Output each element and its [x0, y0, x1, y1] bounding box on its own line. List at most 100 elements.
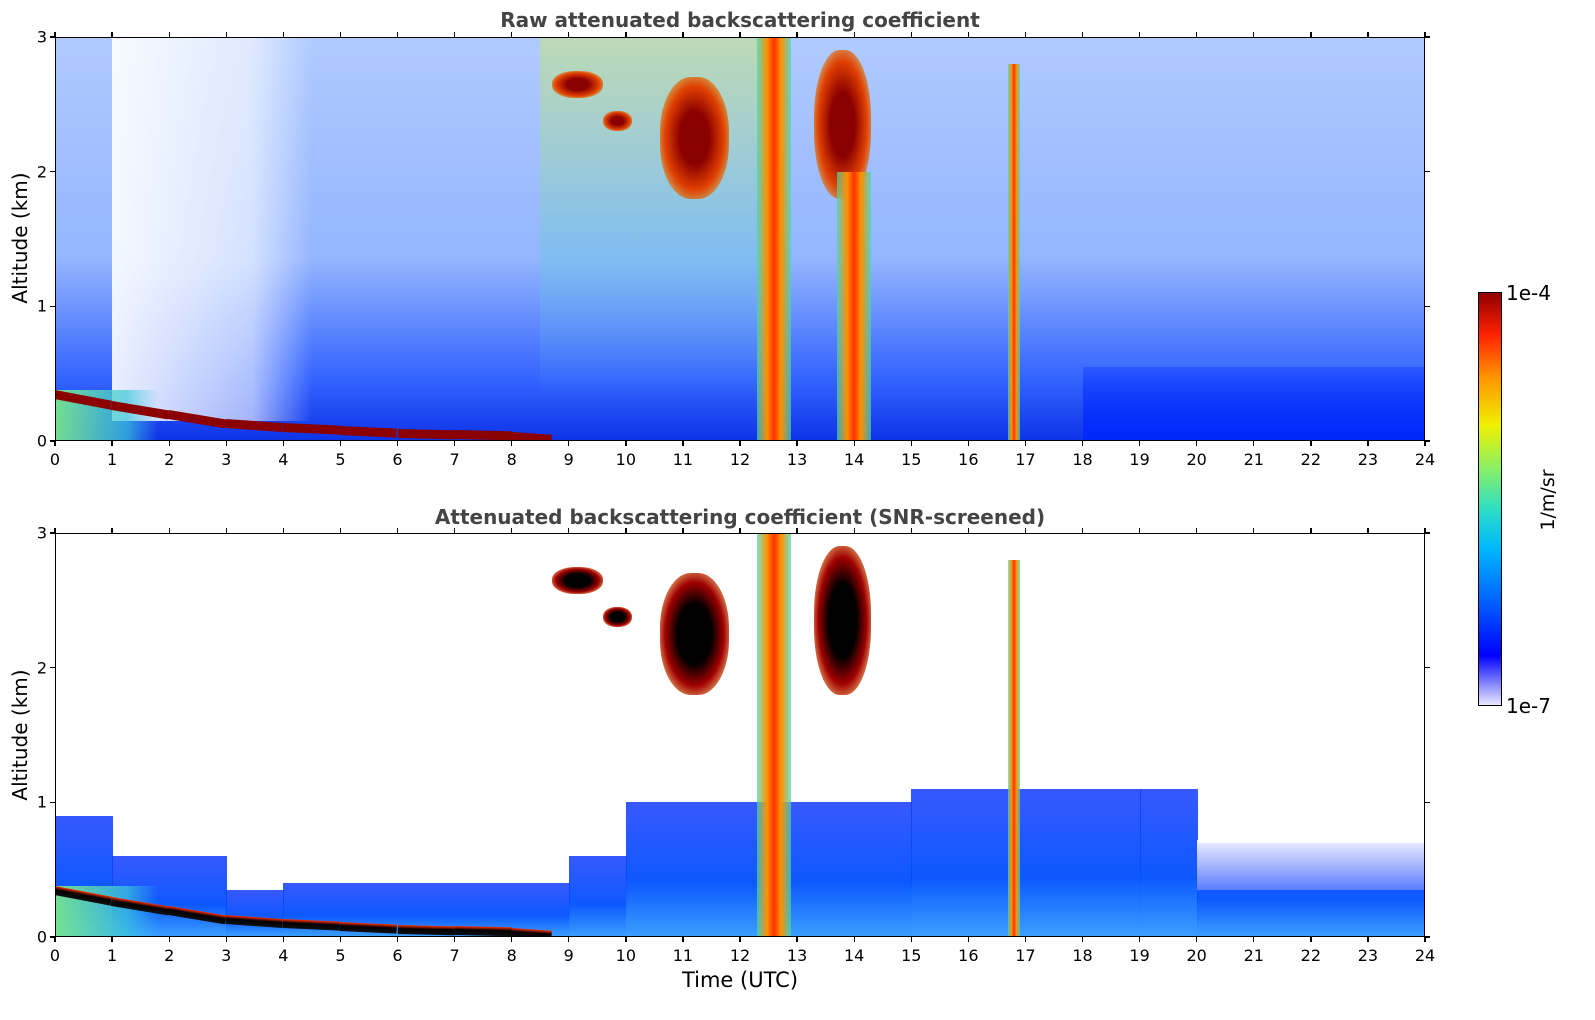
x-tick-label: 6	[392, 946, 403, 965]
x-tick	[168, 937, 170, 942]
x-tick-top	[739, 32, 741, 37]
y-tick-right	[1425, 440, 1430, 442]
x-tick-top	[1310, 32, 1312, 37]
x-tick	[1253, 937, 1255, 942]
x-tick-top	[796, 528, 798, 533]
x-tick	[396, 441, 399, 446]
x-tick	[682, 441, 684, 446]
x-tick	[1138, 441, 1141, 446]
x-tick	[339, 937, 342, 942]
x-tick	[1310, 937, 1312, 942]
x-tick	[1081, 937, 1084, 942]
x-tick-label: 0	[49, 450, 61, 469]
x-tick-label: 13	[786, 946, 808, 965]
precipitation-column	[1008, 63, 1020, 441]
colorbar-max-label: 1e-4	[1506, 281, 1551, 305]
x-tick	[54, 441, 56, 446]
x-tick	[511, 441, 513, 446]
x-tick-label: 6	[392, 450, 403, 469]
x-tick-label: 22	[1300, 450, 1322, 469]
x-tick-label: 20	[1186, 946, 1207, 965]
x-tick	[1253, 441, 1255, 446]
x-tick-label: 19	[1129, 450, 1150, 469]
y-tick-label: 2	[36, 658, 47, 678]
x-tick-label: 1	[106, 450, 118, 469]
panel-1-plot-area	[55, 37, 1425, 441]
x-tick-top	[1024, 528, 1027, 533]
x-tick	[682, 937, 684, 942]
boundary-layer-segment	[397, 428, 455, 440]
x-tick-label: 14	[843, 450, 865, 469]
x-tick	[111, 937, 113, 942]
y-tick-right	[1425, 305, 1430, 308]
x-tick-top	[853, 32, 855, 37]
x-tick-label: 23	[1357, 946, 1379, 965]
x-tick-top	[1138, 32, 1141, 37]
y-tick	[50, 801, 55, 804]
x-tick-top	[453, 528, 456, 533]
x-tick	[1367, 441, 1369, 446]
x-tick-label: 17	[1015, 946, 1036, 965]
night-low-layer	[1082, 366, 1425, 441]
x-tick	[739, 937, 741, 942]
x-tick-top	[282, 528, 285, 533]
x-tick	[1310, 441, 1312, 446]
x-tick-label: 23	[1357, 450, 1379, 469]
x-tick-label: 11	[672, 946, 694, 965]
x-tick	[568, 937, 570, 942]
x-tick-label: 2	[164, 946, 175, 965]
x-tick-top	[54, 32, 56, 37]
y-tick	[50, 532, 55, 534]
x-tick-top	[168, 528, 170, 533]
x-tick-label: 18	[1072, 946, 1093, 965]
x-tick-top	[1367, 32, 1369, 37]
x-tick	[282, 441, 285, 446]
x-tick	[796, 937, 798, 942]
x-tick	[282, 937, 285, 942]
x-tick-label: 5	[335, 946, 346, 965]
x-tick-top	[339, 528, 342, 533]
panel-1-ylabel: Altitude (km)	[8, 172, 32, 304]
x-tick-label: 13	[786, 450, 808, 469]
x-tick-top	[1081, 32, 1084, 37]
x-tick-label: 5	[335, 450, 346, 469]
x-tick-label: 7	[449, 946, 460, 965]
x-tick-label: 1	[106, 946, 118, 965]
x-tick	[1367, 937, 1369, 942]
x-tick	[453, 441, 456, 446]
x-tick-top	[910, 32, 912, 37]
cloud-layer	[551, 70, 603, 98]
x-tick-label: 18	[1072, 450, 1093, 469]
x-tick-top	[396, 32, 399, 37]
x-tick-top	[511, 528, 513, 533]
x-tick-label: 12	[729, 946, 751, 965]
precipitation-column	[837, 171, 872, 441]
x-tick-top	[853, 528, 855, 533]
x-tick-top	[282, 32, 285, 37]
x-tick	[568, 441, 570, 446]
x-tick	[625, 937, 627, 942]
y-tick	[50, 305, 55, 308]
x-tick-top	[625, 32, 627, 37]
x-tick	[1024, 441, 1027, 446]
y-tick-right	[1425, 171, 1430, 173]
y-tick	[50, 440, 55, 442]
x-tick-label: 14	[843, 946, 865, 965]
x-tick-top	[1253, 32, 1255, 37]
x-tick	[1424, 937, 1426, 942]
boundary-layer-segment	[454, 430, 512, 441]
x-tick	[1196, 441, 1198, 446]
x-tick-label: 7	[449, 450, 460, 469]
colorbar-unit-label: 1/m/sr	[1537, 469, 1559, 531]
clear-gap	[112, 37, 312, 421]
x-tick-label: 16	[958, 450, 979, 469]
y-tick-label: 2	[36, 162, 47, 182]
cloud-layer	[551, 566, 603, 594]
x-tick-top	[396, 528, 399, 533]
x-tick-top	[453, 32, 456, 37]
x-tick-label: 15	[901, 450, 922, 469]
y-tick-label: 3	[36, 27, 47, 47]
x-tick-label: 3	[221, 450, 232, 469]
x-tick-label: 22	[1300, 946, 1322, 965]
x-tick-top	[225, 32, 227, 37]
